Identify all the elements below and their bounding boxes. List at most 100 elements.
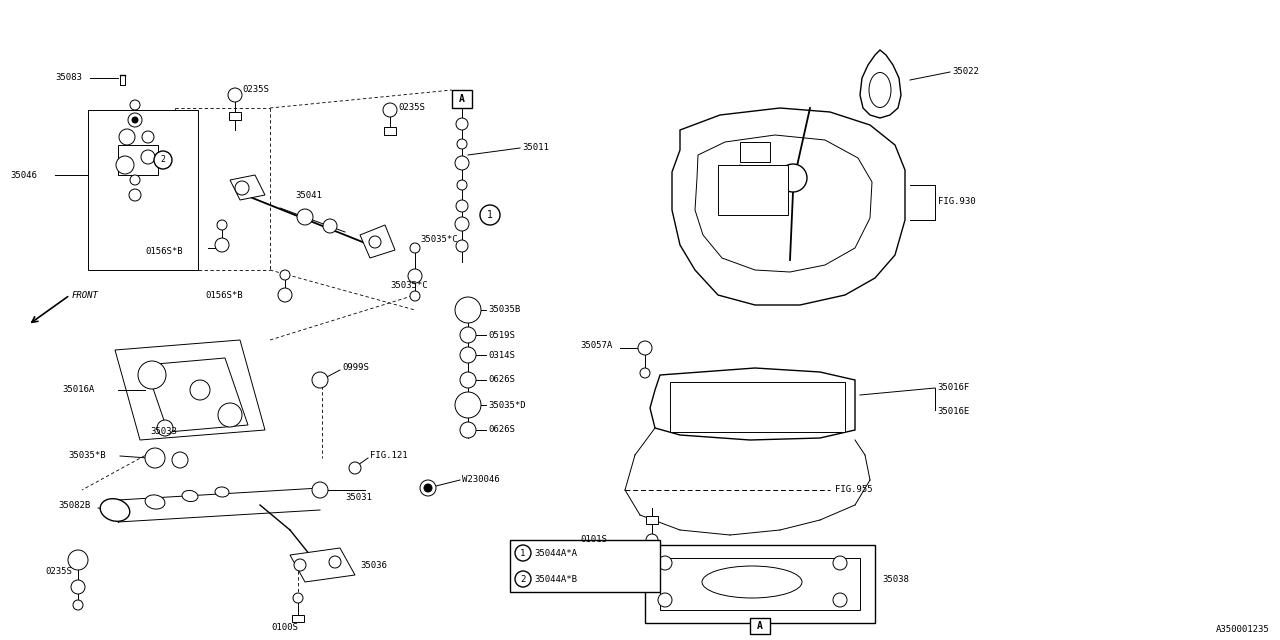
Circle shape [141, 150, 155, 164]
Circle shape [833, 556, 847, 570]
Bar [669, 382, 845, 432]
Circle shape [780, 164, 806, 192]
Text: 35016E: 35016E [937, 408, 969, 417]
Text: A: A [460, 94, 465, 104]
Text: 35016F: 35016F [937, 383, 969, 392]
Text: 0156S*B: 0156S*B [205, 291, 243, 300]
Circle shape [764, 387, 786, 409]
Circle shape [810, 395, 829, 415]
Text: 0235S: 0235S [242, 86, 269, 95]
Circle shape [189, 380, 210, 400]
Text: 35033: 35033 [150, 428, 177, 436]
Circle shape [460, 422, 476, 438]
Circle shape [646, 534, 658, 546]
Circle shape [116, 156, 134, 174]
Circle shape [145, 448, 165, 468]
Text: 35016A: 35016A [61, 385, 95, 394]
Circle shape [408, 269, 422, 283]
Bar [646, 516, 658, 524]
Circle shape [456, 200, 468, 212]
Circle shape [157, 420, 173, 436]
Circle shape [460, 372, 476, 388]
Polygon shape [695, 135, 872, 272]
Circle shape [410, 243, 420, 253]
Circle shape [369, 236, 381, 248]
Polygon shape [230, 175, 265, 200]
Circle shape [480, 205, 500, 225]
Circle shape [312, 372, 328, 388]
Circle shape [456, 118, 468, 130]
Circle shape [719, 385, 740, 405]
Circle shape [457, 139, 467, 149]
Ellipse shape [869, 72, 891, 108]
Circle shape [460, 347, 476, 363]
Bar [718, 165, 788, 215]
Text: 0156S*B: 0156S*B [145, 248, 183, 257]
Circle shape [131, 175, 140, 185]
Ellipse shape [182, 490, 198, 502]
Circle shape [236, 181, 250, 195]
Text: FIG.955: FIG.955 [835, 486, 873, 495]
Circle shape [424, 484, 433, 492]
Text: 1: 1 [520, 548, 526, 557]
Circle shape [460, 397, 476, 413]
Circle shape [460, 302, 476, 318]
Text: 0314S: 0314S [488, 351, 515, 360]
Circle shape [420, 480, 436, 496]
Circle shape [129, 189, 141, 201]
Circle shape [349, 462, 361, 474]
Text: FIG.121: FIG.121 [370, 451, 407, 461]
Text: 0100S: 0100S [271, 623, 298, 632]
Text: 35022: 35022 [952, 67, 979, 76]
Text: 2: 2 [160, 156, 165, 164]
Circle shape [132, 117, 138, 123]
Text: 35011: 35011 [522, 143, 549, 152]
Ellipse shape [215, 487, 229, 497]
Circle shape [218, 403, 242, 427]
Text: 35044A*A: 35044A*A [534, 548, 577, 557]
Bar [509, 540, 660, 592]
Circle shape [218, 220, 227, 230]
Ellipse shape [145, 495, 165, 509]
Circle shape [128, 113, 142, 127]
Text: 0235S: 0235S [45, 568, 72, 577]
Text: A: A [756, 621, 763, 631]
Circle shape [138, 361, 166, 389]
Circle shape [658, 593, 672, 607]
Circle shape [312, 482, 328, 498]
Circle shape [293, 593, 303, 603]
Text: 0626S: 0626S [488, 376, 515, 385]
Circle shape [637, 341, 652, 355]
Circle shape [172, 452, 188, 468]
Circle shape [454, 297, 481, 323]
Ellipse shape [100, 499, 129, 522]
Circle shape [515, 571, 531, 587]
Text: 35057A: 35057A [580, 342, 612, 351]
Circle shape [640, 368, 650, 378]
Bar [118, 145, 157, 175]
Polygon shape [291, 548, 355, 582]
Circle shape [119, 129, 134, 145]
Text: 35044A*B: 35044A*B [534, 575, 577, 584]
Circle shape [73, 600, 83, 610]
Circle shape [457, 180, 467, 190]
Circle shape [515, 545, 531, 561]
Text: 35082B: 35082B [58, 500, 91, 509]
Circle shape [294, 559, 306, 571]
Circle shape [410, 291, 420, 301]
Bar [452, 90, 472, 108]
Text: A350001235: A350001235 [1216, 625, 1270, 634]
Text: 35041: 35041 [294, 191, 321, 200]
Polygon shape [672, 108, 905, 305]
Circle shape [278, 288, 292, 302]
Circle shape [329, 556, 340, 568]
Text: 35038: 35038 [882, 575, 909, 584]
Polygon shape [650, 368, 855, 440]
Circle shape [70, 580, 84, 594]
Polygon shape [115, 340, 265, 440]
Text: 0235S: 0235S [398, 102, 425, 111]
Circle shape [454, 156, 468, 170]
Bar [740, 142, 771, 162]
Polygon shape [120, 130, 155, 145]
Polygon shape [360, 225, 396, 258]
